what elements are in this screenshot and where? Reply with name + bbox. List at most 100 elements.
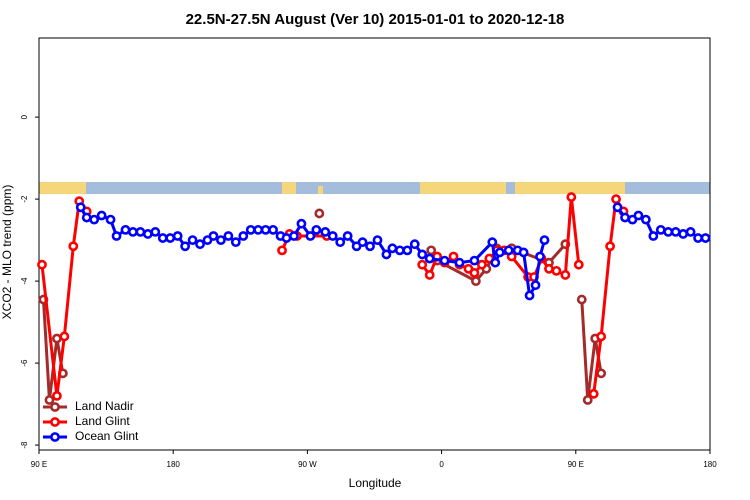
data-point bbox=[96, 210, 107, 221]
data-point bbox=[576, 294, 587, 305]
data-point bbox=[180, 241, 191, 252]
legend-marker bbox=[50, 417, 60, 427]
data-point bbox=[612, 202, 623, 213]
data-point bbox=[539, 235, 550, 246]
data-point bbox=[365, 241, 375, 252]
y-tick-label: -6 bbox=[20, 359, 29, 367]
data-point bbox=[59, 331, 70, 342]
data-point bbox=[402, 245, 413, 256]
data-point bbox=[670, 227, 681, 237]
plot-frame bbox=[38, 37, 711, 451]
data-point bbox=[655, 224, 666, 235]
data-point bbox=[245, 224, 256, 235]
data-point bbox=[142, 229, 153, 239]
data-point bbox=[342, 231, 353, 241]
data-point bbox=[157, 233, 168, 243]
data-point bbox=[469, 268, 480, 278]
data-point bbox=[320, 227, 331, 237]
y-tick-label: -8 bbox=[20, 441, 29, 449]
data-point bbox=[372, 235, 383, 246]
legend-label: Land Glint bbox=[75, 414, 130, 428]
data-point bbox=[693, 233, 703, 243]
data-point bbox=[409, 239, 420, 250]
data-point bbox=[277, 245, 287, 256]
chart-title: 22.5N-27.5N August (Ver 10) 2015-01-01 t… bbox=[186, 11, 565, 28]
x-tick-label: 180 bbox=[703, 460, 717, 469]
data-point bbox=[381, 249, 392, 260]
legend-label: Land Nadir bbox=[75, 399, 134, 413]
map-strip bbox=[39, 182, 710, 194]
data-point bbox=[75, 202, 86, 213]
data-point bbox=[37, 259, 47, 270]
data-point bbox=[678, 229, 689, 239]
data-point bbox=[417, 249, 428, 260]
data-point bbox=[424, 253, 435, 264]
data-point bbox=[281, 233, 292, 243]
data-point bbox=[518, 247, 529, 258]
data-point bbox=[417, 259, 428, 270]
data-point bbox=[289, 231, 299, 241]
data-point bbox=[51, 390, 62, 401]
y-tick-label: 0 bbox=[20, 114, 29, 119]
y-tick-label: -4 bbox=[20, 277, 29, 285]
data-point bbox=[128, 227, 138, 237]
data-point bbox=[663, 227, 674, 237]
data-point bbox=[685, 227, 696, 237]
data-point bbox=[230, 237, 241, 248]
data-point bbox=[620, 212, 630, 223]
data-point bbox=[253, 224, 264, 235]
data-point bbox=[238, 231, 249, 241]
data-point bbox=[311, 224, 322, 235]
series-line bbox=[41, 243, 603, 401]
data-point bbox=[135, 227, 146, 237]
x-tick-label: 90 E bbox=[31, 460, 47, 469]
x-axis-label: Longitude bbox=[349, 476, 402, 490]
data-point bbox=[260, 224, 271, 235]
data-point bbox=[700, 233, 711, 243]
data-point bbox=[605, 241, 615, 252]
data-point bbox=[216, 235, 226, 246]
data-point bbox=[357, 237, 368, 248]
data-point bbox=[81, 212, 92, 223]
data-point bbox=[305, 231, 316, 241]
data-point bbox=[454, 257, 465, 268]
data-point bbox=[566, 192, 577, 202]
legend-marker bbox=[50, 402, 60, 412]
data-point bbox=[165, 233, 176, 243]
y-axis-label: XCO2 - MLO trend (ppm) bbox=[0, 185, 14, 320]
data-point bbox=[596, 368, 607, 379]
data-point bbox=[596, 331, 607, 342]
data-point bbox=[648, 231, 659, 241]
data-point bbox=[560, 270, 571, 280]
data-point bbox=[494, 247, 505, 258]
legend-marker bbox=[50, 432, 60, 442]
data-point bbox=[633, 210, 644, 221]
data-point bbox=[588, 388, 599, 399]
data-point bbox=[120, 224, 131, 235]
data-point bbox=[187, 235, 198, 246]
data-point bbox=[439, 255, 450, 266]
y-tick-label: -2 bbox=[20, 195, 29, 203]
data-point bbox=[544, 263, 554, 274]
data-point bbox=[208, 231, 219, 241]
data-point bbox=[490, 257, 501, 268]
data-point bbox=[105, 214, 116, 225]
data-point bbox=[111, 231, 122, 241]
data-point bbox=[223, 231, 234, 241]
data-point bbox=[268, 224, 279, 235]
data-point bbox=[487, 237, 498, 248]
data-point bbox=[44, 395, 55, 405]
legend-label: Ocean Glint bbox=[75, 429, 139, 443]
data-point bbox=[424, 270, 435, 280]
data-point bbox=[89, 214, 100, 225]
x-tick-label: 90 E bbox=[568, 460, 584, 469]
data-point bbox=[530, 280, 541, 291]
data-point bbox=[551, 265, 562, 276]
data-point bbox=[314, 208, 325, 219]
data-point bbox=[150, 227, 161, 237]
data-point bbox=[503, 245, 514, 256]
data-point bbox=[469, 255, 480, 266]
data-point bbox=[172, 231, 183, 241]
data-point bbox=[394, 245, 405, 256]
